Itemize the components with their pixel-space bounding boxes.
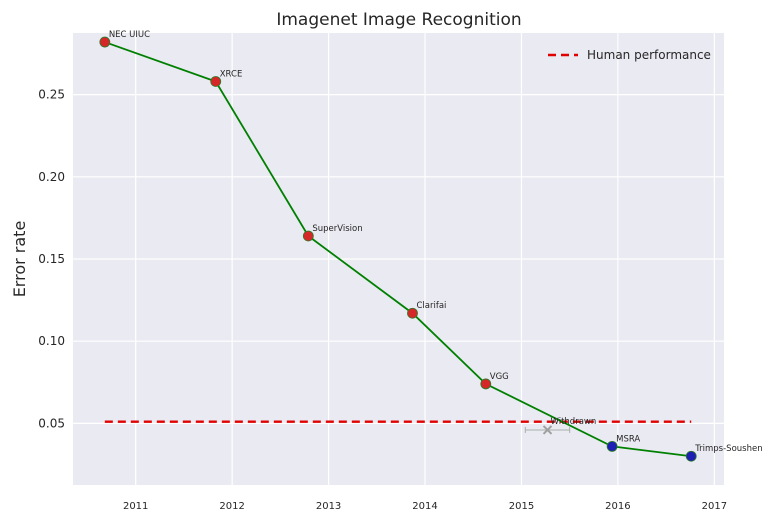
point-label: Trimps-Soushen bbox=[694, 444, 762, 454]
y-tick-labels: 0.05 0.10 0.15 0.20 0.25 bbox=[38, 88, 65, 431]
point-label: NEC UIUC bbox=[109, 30, 150, 40]
data-point bbox=[407, 307, 418, 319]
x-tick-label: 2016 bbox=[605, 501, 630, 512]
point-label: VGG bbox=[490, 372, 509, 382]
y-tick-label: 0.05 bbox=[38, 416, 65, 430]
y-axis-label: Error rate bbox=[10, 221, 29, 298]
x-tick-label: 2012 bbox=[219, 501, 244, 512]
y-tick-label: 0.15 bbox=[38, 252, 65, 266]
grid bbox=[73, 33, 724, 485]
x-tick-label: 2015 bbox=[509, 501, 534, 512]
y-tick-label: 0.25 bbox=[38, 88, 65, 102]
data-point bbox=[685, 450, 697, 462]
point-label: MSRA bbox=[616, 434, 640, 444]
x-tick-label: 2014 bbox=[412, 501, 437, 512]
data-point bbox=[210, 76, 222, 87]
data-point bbox=[606, 440, 618, 452]
point-label: SuperVision bbox=[312, 224, 362, 234]
point-label: XRCE bbox=[220, 69, 243, 79]
data-point bbox=[480, 378, 492, 390]
withdrawn-marker bbox=[542, 425, 553, 435]
point-label-withdrawn: Withdrawn bbox=[551, 417, 597, 427]
x-tick-label: 2013 bbox=[316, 501, 341, 512]
legend-label-human-performance: Human performance bbox=[587, 48, 711, 62]
chart-title: Imagenet Image Recognition bbox=[276, 10, 521, 30]
x-tick-labels: 2011 2012 2013 2014 2015 2016 2017 bbox=[123, 501, 727, 512]
data-point bbox=[302, 230, 314, 242]
legend: Human performance bbox=[548, 48, 711, 62]
x-tick-label: 2011 bbox=[123, 501, 148, 512]
point-label: Clarifai bbox=[416, 301, 446, 311]
y-tick-label: 0.20 bbox=[38, 170, 65, 184]
series-layer: Withdrawn NEC UIUC XRCE SuperVision Clarifai… bbox=[99, 30, 763, 462]
x-tick-label: 2017 bbox=[702, 501, 727, 512]
data-point bbox=[99, 36, 111, 48]
y-tick-label: 0.10 bbox=[38, 334, 65, 348]
